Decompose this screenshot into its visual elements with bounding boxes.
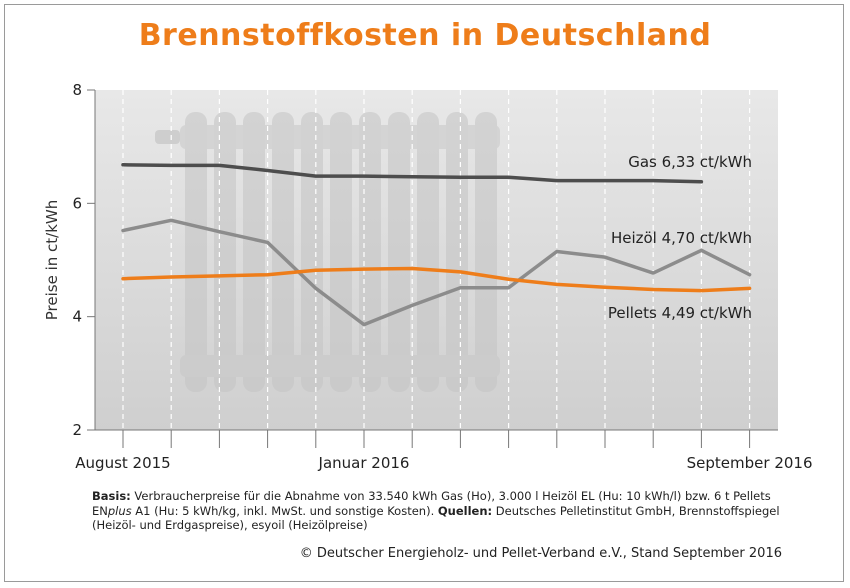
series-labels: Gas 6,33 ct/kWh Heizöl 4,70 ct/kWh Pellets… [608,153,752,322]
series-line-heizöl [121,218,752,327]
grid-lines [122,90,751,430]
x-tick-label: August 2015 [75,454,170,472]
radiator-fin [359,112,381,392]
series-line-gas [121,163,704,184]
radiator-fin [272,112,294,392]
radiator-valve [155,130,180,144]
radiator-fin [388,112,410,392]
radiator-fin [301,112,323,392]
y-tick-label: 2 [72,421,82,439]
radiator-fin [330,112,352,392]
basis-text-2: A1 (Hu: 5 kWh/kg, inkl. MwSt. und sonsti… [131,503,435,518]
series-label-pellets: Pellets 4,49 ct/kWh [608,304,752,322]
axes: 2 4 6 8 August 2015 Januar 2016 September 2016 [72,81,812,472]
radiator-illustration [155,112,500,392]
radiator-pipe [180,355,500,377]
radiator-fin [243,112,265,392]
y-axis-title: Preise in ct/kWh [43,200,61,320]
series-label-heizöl: Heizöl 4,70 ct/kWh [611,229,752,247]
series-label-gas: Gas 6,33 ct/kWh [628,153,752,171]
radiator-fin [417,112,439,392]
y-tick-label: 8 [72,81,82,99]
series-group [121,163,752,327]
basis-text: Verbraucherpreise für die Abnahme von 33… [92,489,771,518]
radiator-fin [446,112,468,392]
x-tick-label: September 2016 [687,454,813,472]
x-tick-label: Januar 2016 [318,454,410,472]
sources-text: Deutsches Pelletinstitut GmbH, Brennstof… [92,503,780,533]
y-tick-label: 4 [72,308,82,326]
footer-note: Basis: Verbraucherpreise für die Abnahme… [92,489,792,533]
radiator-fin [185,112,207,392]
copyright-note: © Deutscher Energieholz- und Pellet-Verb… [299,546,782,561]
plus-text: plus [107,503,132,518]
sources-label: Quellen: [437,503,493,518]
series-line-pellets [121,266,752,293]
radiator-fin [475,112,497,392]
y-tick-label: 6 [72,194,82,212]
basis-label: Basis: [92,489,131,503]
chart-title: Brennstoffkosten in Deutschland [138,18,712,53]
radiator-fin [214,112,236,392]
